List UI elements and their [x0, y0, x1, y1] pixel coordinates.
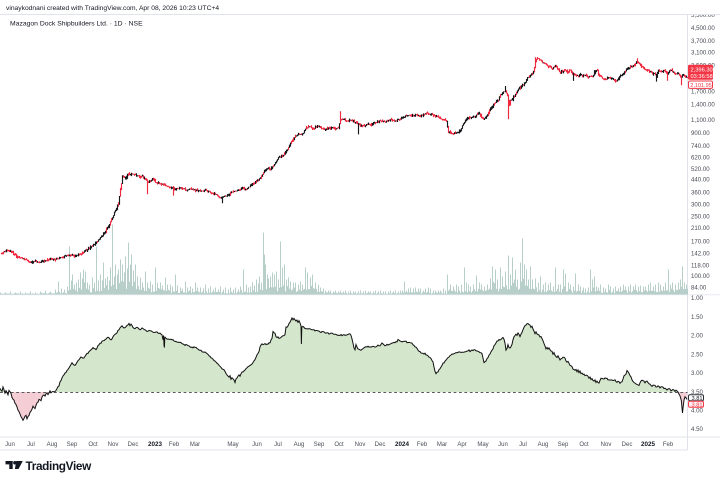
svg-text:Aug: Aug — [47, 442, 58, 448]
svg-text:3,700.00: 3,700.00 — [691, 38, 715, 45]
svg-text:Sep: Sep — [314, 442, 325, 448]
svg-text:900.00: 900.00 — [691, 130, 710, 137]
svg-text:100.00: 100.00 — [691, 273, 710, 280]
svg-text:Apr: Apr — [457, 442, 466, 448]
svg-text:1.00: 1.00 — [691, 295, 703, 302]
svg-text:Jun: Jun — [498, 442, 508, 448]
svg-text:Feb: Feb — [169, 442, 180, 448]
svg-text:3.00: 3.00 — [691, 370, 703, 377]
svg-text:250.00: 250.00 — [691, 214, 710, 221]
svg-text:2025: 2025 — [641, 441, 656, 448]
svg-text:Jul: Jul — [274, 442, 282, 448]
svg-text:5,500.00: 5,500.00 — [691, 12, 715, 19]
svg-text:210.00: 210.00 — [691, 225, 710, 232]
svg-text:3.50: 3.50 — [691, 389, 703, 396]
svg-text:300.00: 300.00 — [691, 202, 710, 209]
svg-text:3.81: 3.81 — [692, 402, 703, 408]
svg-text:1,700.00: 1,700.00 — [691, 89, 715, 96]
svg-text:Feb: Feb — [663, 442, 674, 448]
svg-text:Aug: Aug — [294, 442, 305, 448]
svg-text:Dec: Dec — [622, 442, 633, 448]
svg-text:Dec: Dec — [375, 442, 386, 448]
svg-text:May: May — [477, 442, 488, 448]
svg-text:620.00: 620.00 — [691, 154, 710, 161]
svg-text:Dec: Dec — [128, 442, 139, 448]
svg-text:Sep: Sep — [67, 442, 78, 448]
svg-text:170.00: 170.00 — [691, 239, 710, 246]
svg-text:Jul: Jul — [519, 442, 527, 448]
svg-text:3,100.00: 3,100.00 — [691, 50, 715, 57]
svg-text:3.81: 3.81 — [692, 396, 703, 402]
svg-text:740.00: 740.00 — [691, 143, 710, 150]
svg-text:Jun: Jun — [252, 442, 262, 448]
svg-text:1,400.00: 1,400.00 — [691, 101, 715, 108]
svg-text:4.50: 4.50 — [691, 426, 703, 433]
svg-text:Mar: Mar — [190, 442, 200, 448]
svg-text:360.00: 360.00 — [691, 190, 710, 197]
svg-text:03:36:58: 03:36:58 — [691, 74, 713, 80]
svg-text:vinaykodnani created with Trad: vinaykodnani created with TradingView.co… — [6, 5, 219, 12]
svg-text:Nov: Nov — [355, 442, 366, 448]
svg-text:May: May — [227, 442, 238, 448]
svg-text:Aug: Aug — [538, 442, 549, 448]
svg-text:Sep: Sep — [558, 442, 569, 448]
svg-text:1.50: 1.50 — [691, 314, 703, 321]
svg-text:520.00: 520.00 — [691, 166, 710, 173]
svg-text:142.00: 142.00 — [691, 250, 710, 257]
svg-text:Nov: Nov — [601, 442, 612, 448]
svg-text:2,101.95: 2,101.95 — [690, 83, 711, 89]
svg-text:Nov: Nov — [108, 442, 119, 448]
svg-text:2024: 2024 — [395, 441, 410, 448]
svg-text:Oct: Oct — [334, 442, 344, 448]
svg-text:4.00: 4.00 — [691, 408, 703, 415]
svg-text:Oct: Oct — [579, 442, 589, 448]
svg-text:2.50: 2.50 — [691, 351, 703, 358]
svg-text:TradingView: TradingView — [26, 459, 93, 473]
svg-text:118.00: 118.00 — [691, 262, 710, 269]
svg-text:2023: 2023 — [148, 441, 163, 448]
svg-text:Oct: Oct — [88, 442, 98, 448]
svg-text:Feb: Feb — [417, 442, 428, 448]
svg-text:1,100.00: 1,100.00 — [691, 117, 715, 124]
svg-text:Mazagon Dock Shipbuilders Ltd.: Mazagon Dock Shipbuilders Ltd. · 1D · NS… — [10, 21, 143, 28]
svg-text:Jul: Jul — [27, 442, 35, 448]
svg-text:4,500.00: 4,500.00 — [691, 25, 715, 32]
svg-text:440.00: 440.00 — [691, 177, 710, 184]
svg-text:2,396.30: 2,396.30 — [691, 67, 713, 73]
svg-text:84.00: 84.00 — [691, 285, 707, 292]
svg-text:Mar: Mar — [437, 442, 447, 448]
svg-text:Jun: Jun — [5, 442, 15, 448]
svg-text:2.00: 2.00 — [691, 333, 703, 340]
